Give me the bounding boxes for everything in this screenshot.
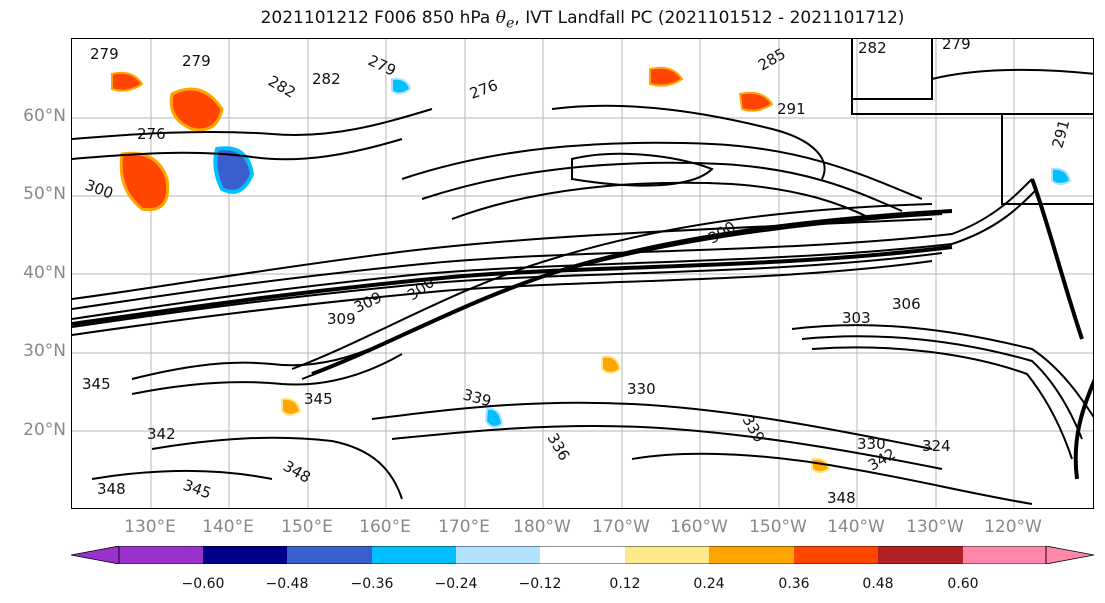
colorbar-segment xyxy=(794,546,878,564)
contour-label: 291 xyxy=(1048,118,1073,150)
contour-label: 300 xyxy=(705,218,739,248)
colorbar-segment xyxy=(709,546,794,564)
lon-label: 140°E xyxy=(202,517,254,537)
lat-label: 30°N xyxy=(23,341,66,361)
contour-label: 345 xyxy=(82,375,111,393)
contour-label: 282 xyxy=(312,70,341,88)
contour-label: 345 xyxy=(181,476,214,503)
map-canvas: 279 279 282 282 279 276 276 285 291 291 … xyxy=(72,39,1093,508)
lat-label: 60°N xyxy=(23,106,66,126)
colorbar-tick: −0.60 xyxy=(181,576,225,592)
contour-label: 345 xyxy=(304,390,333,408)
contour-label: 282 xyxy=(265,72,299,102)
contour-label: 342 xyxy=(147,425,176,443)
colorbar-tick: 0.60 xyxy=(947,576,979,592)
lon-label: 160°E xyxy=(359,517,411,537)
contour-label: 306 xyxy=(892,295,921,313)
colorbar-segment xyxy=(540,546,625,564)
contour-label: 279 xyxy=(182,52,211,70)
contour-label: 285 xyxy=(755,45,789,75)
colorbar-segment xyxy=(456,546,540,564)
colorbar-tick: −0.36 xyxy=(350,576,394,592)
contour-label: 339 xyxy=(461,385,493,410)
colorbar-tick: 0.12 xyxy=(609,576,641,592)
colorbar-segment xyxy=(287,546,372,564)
contour-label: 279 xyxy=(942,39,971,53)
colorbar-extend-high xyxy=(1045,546,1094,564)
colorbar-tick: 0.36 xyxy=(778,576,810,592)
lon-label: 130°W xyxy=(906,517,964,537)
contour-label: 348 xyxy=(827,489,856,507)
lon-label: 150°E xyxy=(281,517,333,537)
colorbar-segment xyxy=(625,546,709,564)
colorbar-tick: 0.24 xyxy=(693,576,725,592)
colorbar-tick: 0.48 xyxy=(862,576,894,592)
contour-label: 330 xyxy=(627,380,656,398)
lat-label: 40°N xyxy=(23,263,66,283)
thick-front-band xyxy=(72,178,1093,480)
colorbar-segment xyxy=(963,546,1046,564)
colorbar-tick: −0.48 xyxy=(265,576,309,592)
lon-label: 140°W xyxy=(827,517,885,537)
contour-label: 303 xyxy=(842,309,871,327)
lon-label: 180°W xyxy=(513,517,571,537)
lon-label: 150°W xyxy=(749,517,807,537)
contour-labels: 279 279 282 282 279 276 276 285 291 291 … xyxy=(82,39,1073,507)
contour-label: 291 xyxy=(777,100,806,118)
colorbar-segment xyxy=(372,546,456,564)
contour-label: 276 xyxy=(467,76,500,103)
contour-label: 309 xyxy=(327,310,356,328)
lat-label: 20°N xyxy=(23,420,66,440)
contour-label: 336 xyxy=(544,430,574,464)
map-panel: 279 279 282 282 279 276 276 285 291 291 … xyxy=(71,38,1094,509)
contour-label: 348 xyxy=(280,457,314,487)
contour-label: 309 xyxy=(351,288,385,316)
colorbar-tick: −0.12 xyxy=(518,576,562,592)
contour-label: 276 xyxy=(137,125,166,143)
contour-label: 330 xyxy=(857,435,886,453)
contour-label: 324 xyxy=(922,437,951,455)
colorbar-segment xyxy=(878,546,963,564)
lon-label: 170°E xyxy=(438,517,490,537)
colorbar-segment xyxy=(119,546,203,564)
lon-label: 170°W xyxy=(592,517,650,537)
contour-label: 300 xyxy=(83,176,116,203)
lat-label: 50°N xyxy=(23,184,66,204)
pc-anomaly-patches xyxy=(111,66,1072,473)
contour-label: 279 xyxy=(90,45,119,63)
lon-label: 160°W xyxy=(670,517,728,537)
chart-title: 2021101212 F006 850 hPa θe, IVT Landfall… xyxy=(260,8,905,32)
contour-label: 279 xyxy=(365,51,399,79)
colorbar-extend-low xyxy=(71,546,120,564)
lon-label: 120°W xyxy=(984,517,1042,537)
colorbar xyxy=(71,546,1094,564)
colorbar-tick: −0.24 xyxy=(434,576,478,592)
lon-label: 130°E xyxy=(124,517,176,537)
contour-label: 348 xyxy=(97,480,126,498)
colorbar-segment xyxy=(203,546,287,564)
contour-label: 282 xyxy=(858,39,887,57)
